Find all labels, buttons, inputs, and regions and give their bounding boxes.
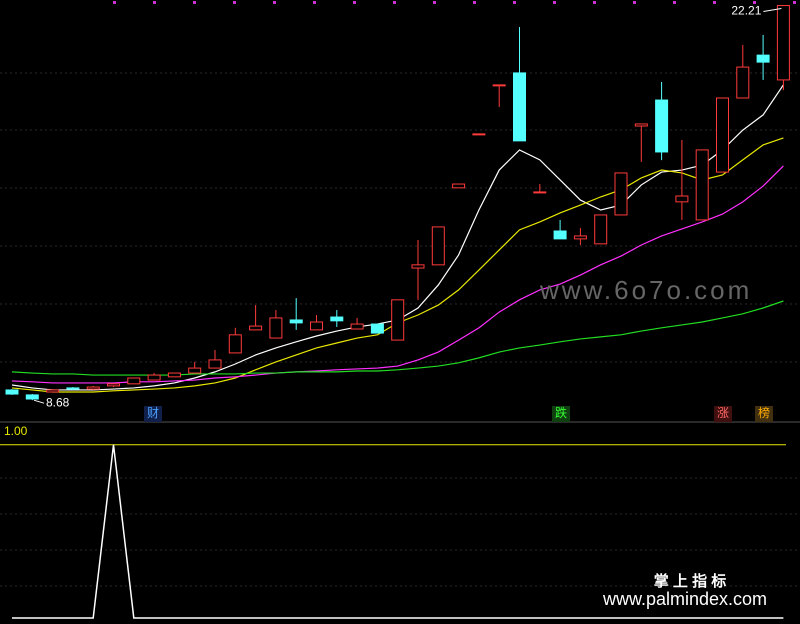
candle-body: [431, 226, 445, 266]
candle-body: [776, 5, 790, 81]
candle-body: [553, 230, 567, 240]
ma-line: [11, 300, 784, 376]
candle-body: [370, 323, 384, 334]
candle-body: [330, 316, 344, 322]
candle-body: [66, 387, 80, 390]
marker-box: [755, 406, 773, 422]
candle-body: [46, 389, 60, 393]
candle-body: [167, 372, 181, 378]
top-dot: [353, 1, 356, 4]
top-dot: [633, 1, 636, 4]
ma-line: [11, 165, 784, 384]
top-dot: [793, 1, 796, 4]
min-arrow: [33, 399, 45, 404]
site: www.palmindex.com: [602, 589, 767, 609]
top-dot: [193, 1, 196, 4]
candle-body: [675, 195, 689, 203]
candle-body: [533, 191, 547, 194]
candle-body: [452, 183, 466, 189]
candle-body: [695, 149, 709, 221]
candle-body: [310, 321, 323, 331]
top-dot: [673, 1, 676, 4]
top-dot: [513, 1, 516, 4]
candle-body: [472, 133, 486, 136]
max-arrow: [763, 8, 782, 13]
top-dot: [113, 1, 116, 4]
top-dot: [393, 1, 396, 4]
candle-body: [614, 172, 628, 216]
candle-body: [289, 319, 303, 324]
top-dot: [593, 1, 596, 4]
candle-body: [228, 334, 242, 354]
top-dot: [233, 1, 236, 4]
top-dot: [273, 1, 276, 4]
candle-body: [391, 299, 405, 341]
candle-body: [350, 323, 364, 330]
candle-body: [513, 72, 526, 142]
watermark: www.6o7o.com: [539, 275, 752, 305]
candle-body: [25, 394, 39, 400]
marker: 榜: [758, 405, 770, 420]
marker-box: [552, 406, 570, 422]
top-dot: [153, 1, 156, 4]
candle-body: [147, 374, 161, 381]
max-label: 22.21: [731, 4, 761, 18]
candle-body: [573, 235, 587, 240]
candle-body: [86, 386, 100, 390]
candle-body: [655, 99, 669, 153]
candle-body: [127, 377, 141, 385]
candle-body: [208, 359, 222, 369]
marker: 涨: [717, 405, 729, 420]
indicator-line: [12, 444, 784, 619]
candle-body: [411, 264, 425, 269]
marker: 跌: [555, 405, 567, 420]
candle-body: [492, 84, 506, 87]
candle-body: [269, 317, 283, 339]
candle-body: [716, 97, 729, 173]
marker: 财: [147, 406, 159, 420]
top-dot: [433, 1, 436, 4]
brand: 掌 上 指 标: [654, 572, 727, 590]
candle-body: [594, 214, 608, 245]
min-label: 8.68: [46, 395, 70, 409]
y-tick-label: 1.00: [4, 424, 28, 438]
top-dot: [713, 1, 716, 4]
top-dot: [553, 1, 556, 4]
candle-body: [634, 123, 648, 127]
candle-body: [736, 66, 750, 99]
candle-body: [188, 367, 202, 374]
top-dot: [753, 1, 756, 4]
candle-body: [5, 389, 19, 395]
marker-box: [144, 406, 162, 422]
candle-body: [107, 383, 120, 387]
candle-body: [249, 325, 263, 331]
candle-body: [756, 54, 770, 63]
top-dot: [473, 1, 476, 4]
ma-line: [11, 137, 784, 393]
top-dot: [313, 1, 316, 4]
marker-box: [714, 406, 732, 422]
